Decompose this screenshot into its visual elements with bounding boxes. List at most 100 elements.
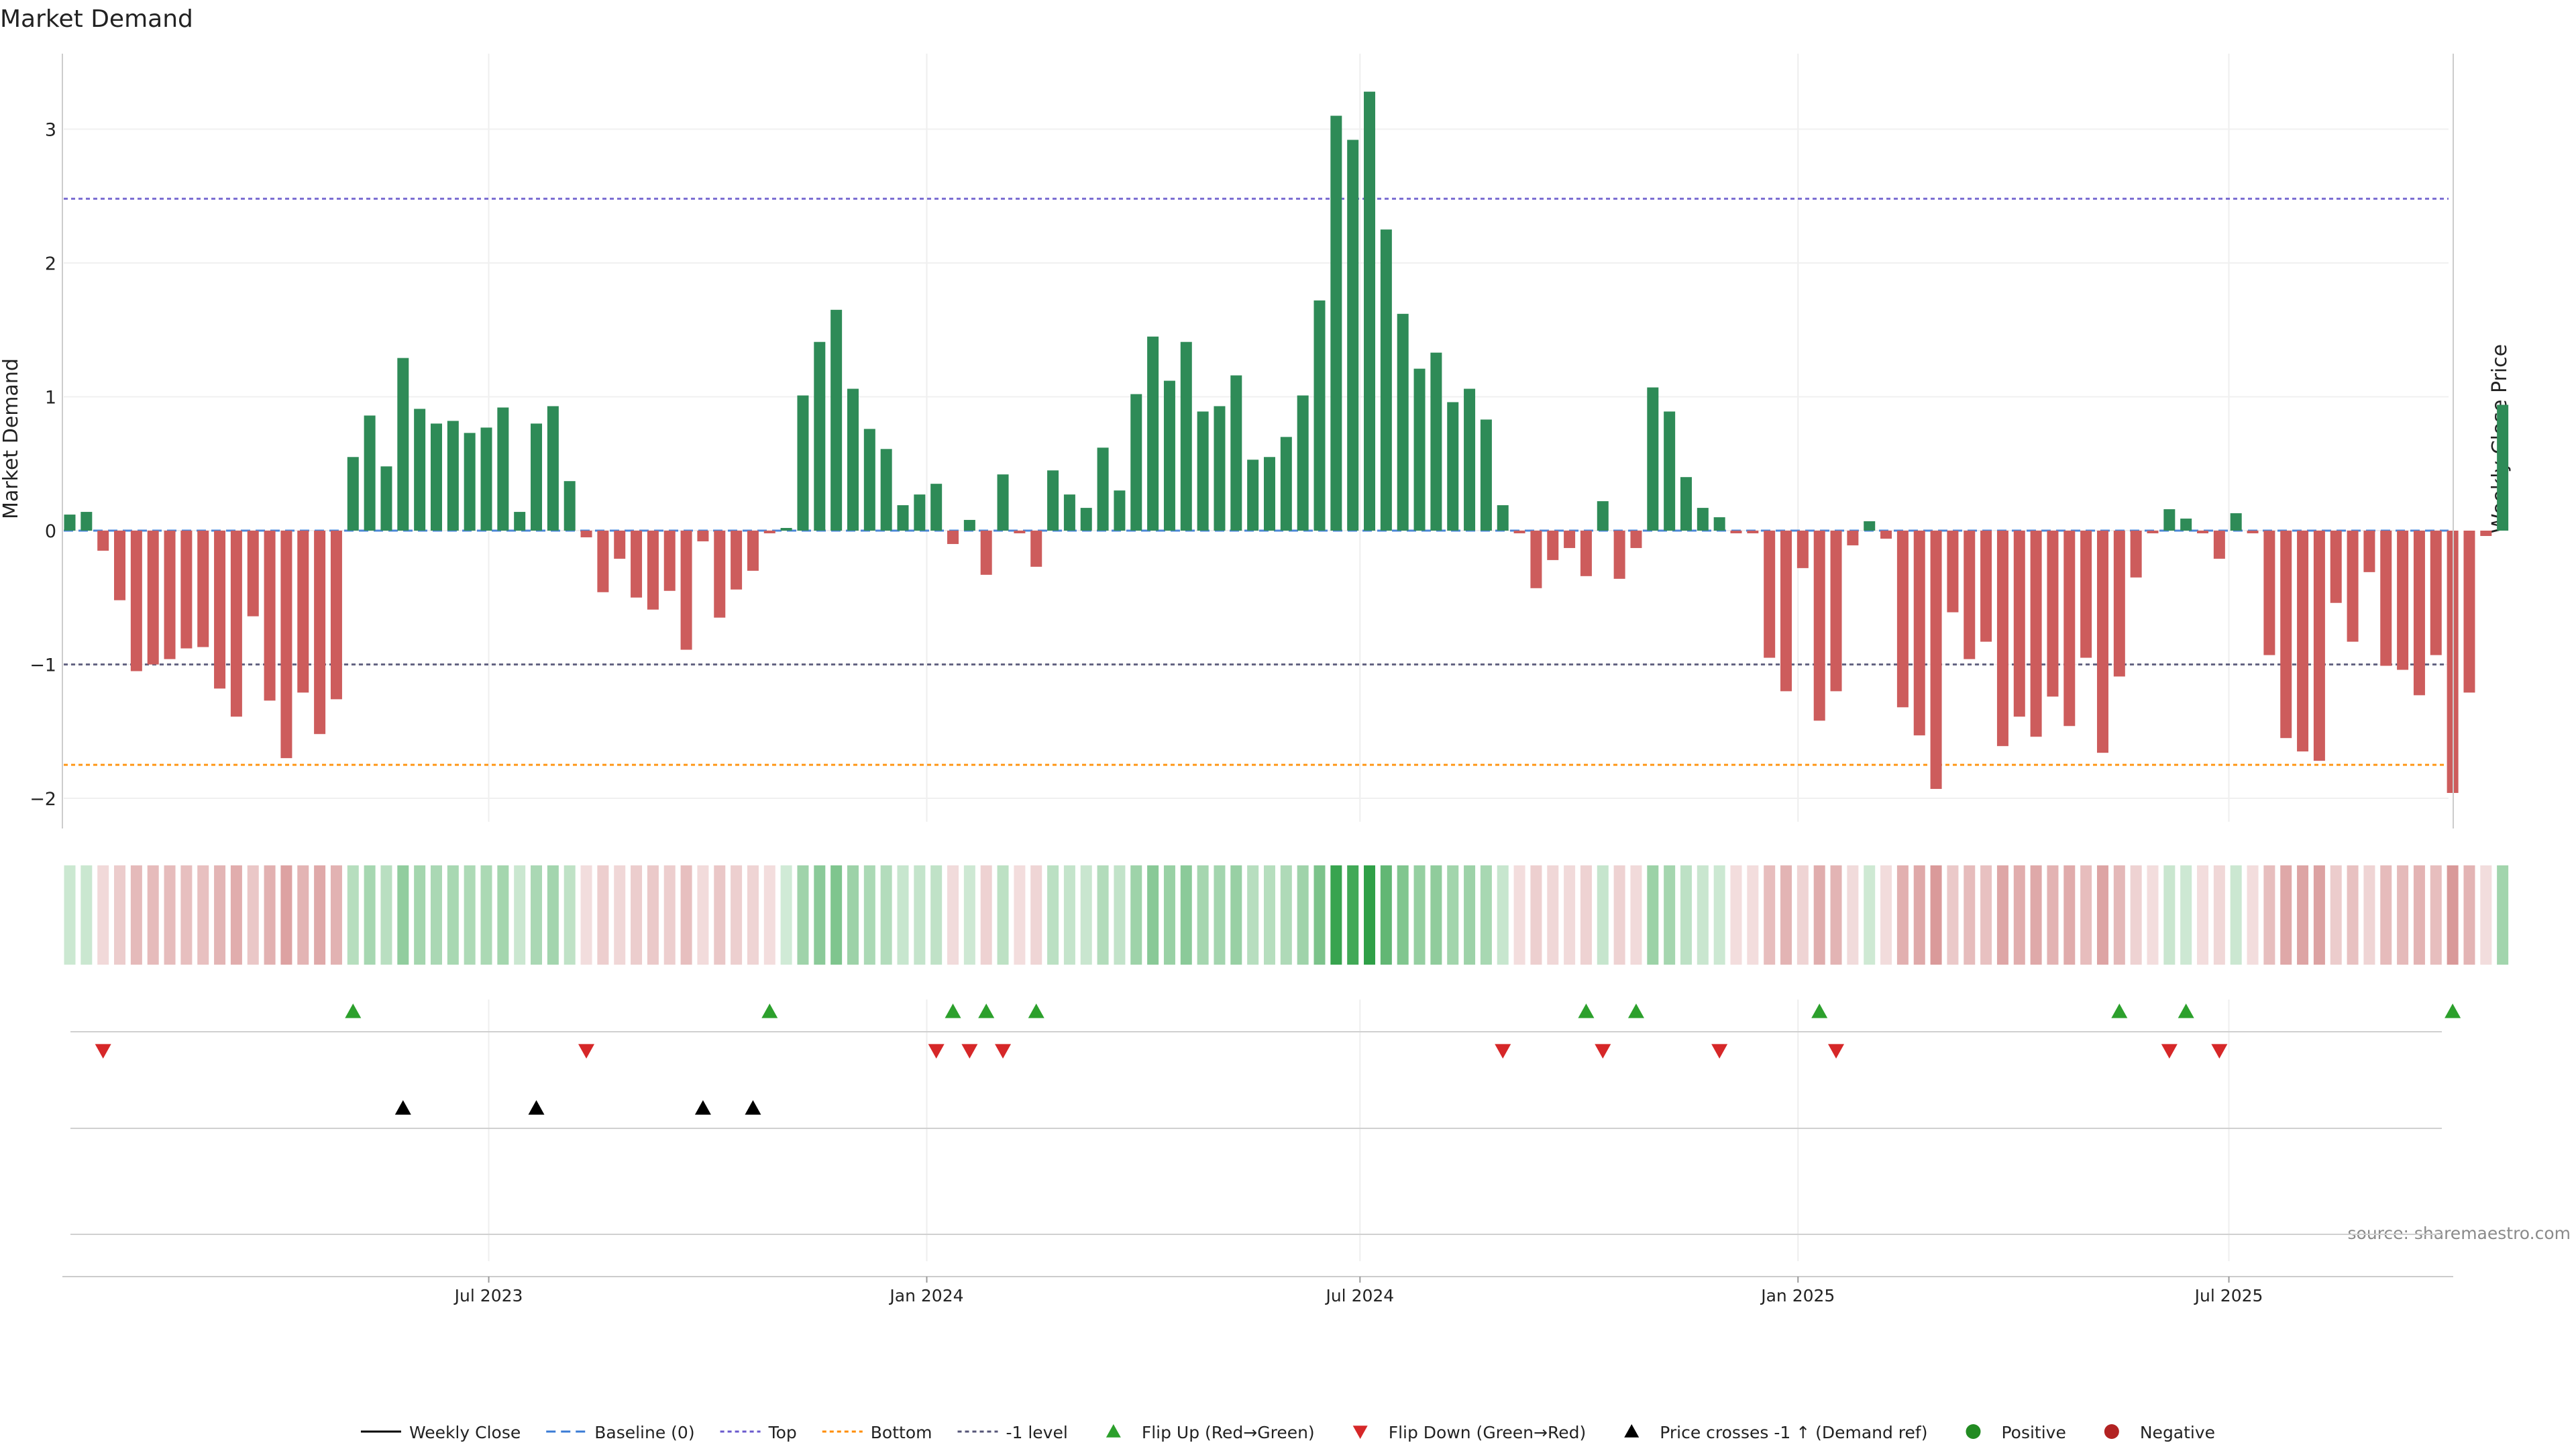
demand-bar <box>1830 531 1842 692</box>
heat-cell <box>80 865 93 965</box>
heat-strip <box>64 865 2509 965</box>
demand-bar <box>2197 531 2209 533</box>
heat-cell <box>2047 865 2059 965</box>
demand-bar <box>2430 531 2442 655</box>
flip-up-marker <box>2178 1004 2194 1018</box>
demand-bar <box>180 531 193 649</box>
flip-down-marker <box>1711 1044 1728 1059</box>
demand-bar <box>2180 519 2192 531</box>
heat-cell <box>1480 865 1492 965</box>
demand-bar <box>1497 505 1509 531</box>
flip-down-marker <box>95 1044 111 1059</box>
heat-cell <box>364 865 376 965</box>
demand-bar <box>164 531 176 659</box>
heat-cell <box>614 865 626 965</box>
demand-bar <box>780 528 792 531</box>
demand-bar <box>464 433 476 531</box>
demand-bar <box>430 423 442 531</box>
demand-bar <box>114 531 126 600</box>
heat-cell <box>130 865 142 965</box>
heat-cell <box>1896 865 1909 965</box>
demand-bar <box>2463 531 2475 693</box>
demand-bar <box>2347 531 2359 642</box>
demand-bar <box>1964 531 1976 659</box>
demand-bar <box>1730 531 1742 533</box>
heat-cell <box>480 865 492 965</box>
demand-bar <box>1413 368 1426 531</box>
heat-cell <box>647 865 659 965</box>
demand-bar <box>514 512 526 531</box>
heat-cell <box>2213 865 2225 965</box>
heat-cell <box>2347 865 2359 965</box>
heat-cell <box>2163 865 2176 965</box>
heat-cell <box>264 865 276 965</box>
demand-bar <box>2280 531 2292 739</box>
demand-bar <box>1014 531 1026 533</box>
heat-cell <box>2063 865 2076 965</box>
heat-cell <box>1014 865 1026 965</box>
heat-cell <box>814 865 826 965</box>
flip-down-marker <box>928 1044 945 1059</box>
heat-cell <box>1980 865 1992 965</box>
demand-bar <box>2397 531 2409 670</box>
legend-item: Bottom <box>822 1423 932 1442</box>
demand-bar <box>1180 341 1192 531</box>
heat-cell <box>880 865 892 965</box>
heat-cell <box>2397 865 2409 965</box>
legend-item-label: Positive <box>2001 1423 2065 1442</box>
demand-bar <box>147 531 159 665</box>
legend-item-label: Weekly Close <box>409 1423 521 1442</box>
heat-cell <box>2263 865 2275 965</box>
heat-cell <box>164 865 176 965</box>
heat-cell <box>1964 865 1976 965</box>
heat-cell <box>214 865 226 965</box>
heat-cell <box>547 865 559 965</box>
heat-cell <box>1214 865 1226 965</box>
heat-cell <box>930 865 943 965</box>
heat-cell <box>1947 865 1959 965</box>
legend-symbol-triangle-up <box>1106 1424 1121 1438</box>
heat-cell <box>564 865 576 965</box>
heat-cell <box>1313 865 1326 965</box>
demand-bar <box>1780 531 1792 692</box>
heat-cell <box>147 865 159 965</box>
flip-down-marker <box>2161 1044 2178 1059</box>
x-tick-label: Jul 2025 <box>2194 1286 2263 1305</box>
demand-bar <box>2313 531 2325 761</box>
heat-cell <box>747 865 759 965</box>
demand-bar <box>880 449 892 531</box>
demand-bar <box>97 531 109 551</box>
x-tick-label: Jan 2025 <box>1760 1286 1835 1305</box>
demand-bar <box>647 531 659 610</box>
heat-cell <box>580 865 592 965</box>
demand-bar <box>247 531 259 616</box>
demand-bar <box>414 409 426 531</box>
heat-cell <box>914 865 926 965</box>
demand-bar <box>947 531 959 544</box>
legend-item-label: Bottom <box>871 1423 932 1442</box>
heat-cell <box>1930 865 1942 965</box>
demand-bar <box>1130 394 1142 531</box>
demand-bar <box>2163 509 2176 531</box>
demand-bar <box>80 512 93 531</box>
heat-cell <box>1397 865 1409 965</box>
heat-cell <box>497 865 509 965</box>
demand-bar <box>1813 531 1825 721</box>
heat-cell <box>1180 865 1192 965</box>
demand-bar <box>1647 387 1659 531</box>
heat-cell <box>1430 865 1442 965</box>
demand-bar <box>64 515 76 531</box>
source-note: source: sharemaestro.com <box>2348 1224 2571 1243</box>
heat-cell <box>464 865 476 965</box>
heat-cell <box>247 865 259 965</box>
heat-cell <box>180 865 193 965</box>
y-tick-label: −1 <box>30 655 56 676</box>
demand-bar <box>1313 300 1326 531</box>
heat-cell <box>1630 865 1642 965</box>
heat-cell <box>2147 865 2159 965</box>
legend-symbol-triangle-up-black <box>1624 1424 1640 1438</box>
demand-bar <box>1713 517 1725 531</box>
legend-symbol-circle-red <box>2104 1424 2119 1439</box>
heat-cell <box>1697 865 1709 965</box>
